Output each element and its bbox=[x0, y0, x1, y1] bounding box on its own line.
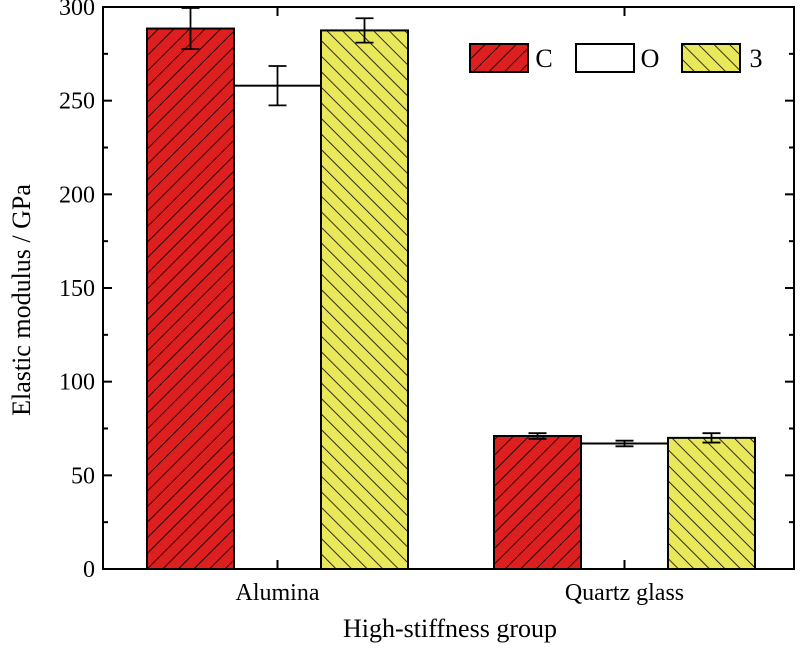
legend-swatch-outline-3 bbox=[681, 43, 741, 73]
y-axis-title: Elastic modulus / GPa bbox=[7, 184, 36, 416]
bar-hatch-C-0 bbox=[147, 28, 234, 569]
bars-layer bbox=[146, 7, 756, 571]
y-tick-label-50: 50 bbox=[71, 463, 95, 489]
error-bar-O-1 bbox=[615, 439, 634, 448]
y-tick-label-100: 100 bbox=[59, 370, 95, 396]
bar-hatch-3-0 bbox=[321, 30, 408, 569]
error-bar-3-1 bbox=[702, 432, 721, 444]
bar-O-alumina bbox=[234, 85, 321, 570]
x-axis-title: High-stiffness group bbox=[343, 614, 557, 643]
bar-O-quartz-glass bbox=[581, 443, 668, 569]
legend-swatch-hatch-C bbox=[470, 44, 528, 72]
ticks-layer: 0 50 100 150 200 250 300 Alumina Quartz glass bbox=[59, 0, 794, 606]
x-tick-label-0: Alumina bbox=[236, 580, 320, 606]
legend-swatch-outline-O bbox=[575, 43, 635, 73]
legend-label-O: O bbox=[641, 44, 660, 73]
y-tick-label-250: 250 bbox=[59, 89, 95, 115]
y-tick-label-200: 200 bbox=[59, 182, 95, 208]
y-tick-label-0: 0 bbox=[83, 557, 95, 583]
y-tick-label-300: 300 bbox=[59, 0, 95, 21]
error-bar-C-1 bbox=[528, 432, 547, 440]
legend-swatch-hatch-3 bbox=[682, 44, 740, 72]
legend-swatch-O bbox=[576, 44, 634, 72]
legend-swatch-outline-C bbox=[469, 43, 529, 73]
bar-hatch-3-1 bbox=[668, 437, 755, 569]
legend-label-3: 3 bbox=[750, 44, 763, 73]
bar-hatch-C-1 bbox=[494, 435, 581, 569]
x-tick-label-1: Quartz glass bbox=[565, 580, 684, 606]
error-bar-O-0 bbox=[268, 65, 287, 107]
legend-label-C: C bbox=[535, 44, 552, 73]
legend: C O 3 bbox=[469, 43, 763, 73]
y-tick-label-150: 150 bbox=[59, 276, 95, 302]
error-bar-3-0 bbox=[355, 17, 374, 44]
